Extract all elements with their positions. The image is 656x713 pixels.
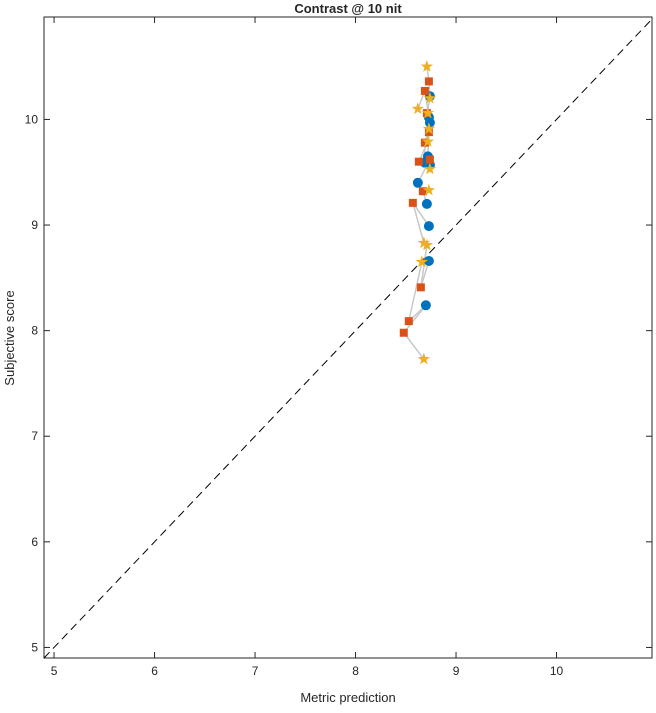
data-point-square: [416, 283, 425, 292]
data-point-star: [415, 255, 428, 268]
data-point-square: [424, 128, 433, 137]
data-point-circle: [424, 117, 435, 128]
data-point-star: [423, 91, 437, 104]
x-tick-label: 8: [352, 664, 359, 678]
data-point-square: [424, 77, 433, 86]
x-tick-label: 6: [151, 664, 158, 678]
data-point-square: [408, 198, 417, 207]
identity-line: [43, 18, 653, 659]
data-point-star: [422, 183, 436, 196]
data-point-circle: [423, 221, 434, 232]
data-point-square: [420, 86, 429, 95]
data-point-square: [420, 138, 429, 147]
data-point-square: [425, 155, 434, 164]
data-point-star: [411, 102, 424, 115]
data-point-circle: [423, 255, 434, 266]
data-point-square: [399, 328, 408, 337]
data-point-star: [421, 135, 435, 147]
data-point-circle: [421, 198, 432, 209]
data-point-square: [414, 157, 423, 166]
data-point-square: [404, 317, 413, 326]
data-point-star: [417, 352, 431, 365]
data-point-circle: [420, 300, 431, 311]
y-tick-label: 10: [25, 112, 39, 126]
data-point-star: [420, 60, 434, 72]
y-tick-label: 8: [31, 324, 38, 338]
data-point-square: [418, 187, 427, 196]
x-tick-label: 10: [550, 664, 564, 678]
y-tick-label: 5: [31, 640, 38, 654]
data-point-circle: [412, 177, 423, 188]
plot-frame: [43, 16, 653, 659]
y-tick-label: 7: [31, 429, 38, 443]
y-tick-label: 6: [31, 535, 38, 549]
data-point-star: [420, 238, 434, 251]
x-axis-label: Metric prediction: [300, 690, 395, 705]
x-tick-label: 5: [51, 664, 58, 678]
x-tick-label: 7: [252, 664, 259, 678]
data-point-star: [417, 236, 431, 249]
y-tick-label: 9: [31, 218, 38, 232]
data-point-star: [422, 122, 436, 135]
chart-title: Contrast @ 10 nit: [294, 1, 402, 16]
data-point-star: [421, 106, 435, 119]
x-tick-label: 9: [453, 664, 460, 678]
y-axis-label: Subjective score: [2, 290, 17, 385]
data-point-star: [423, 162, 437, 175]
